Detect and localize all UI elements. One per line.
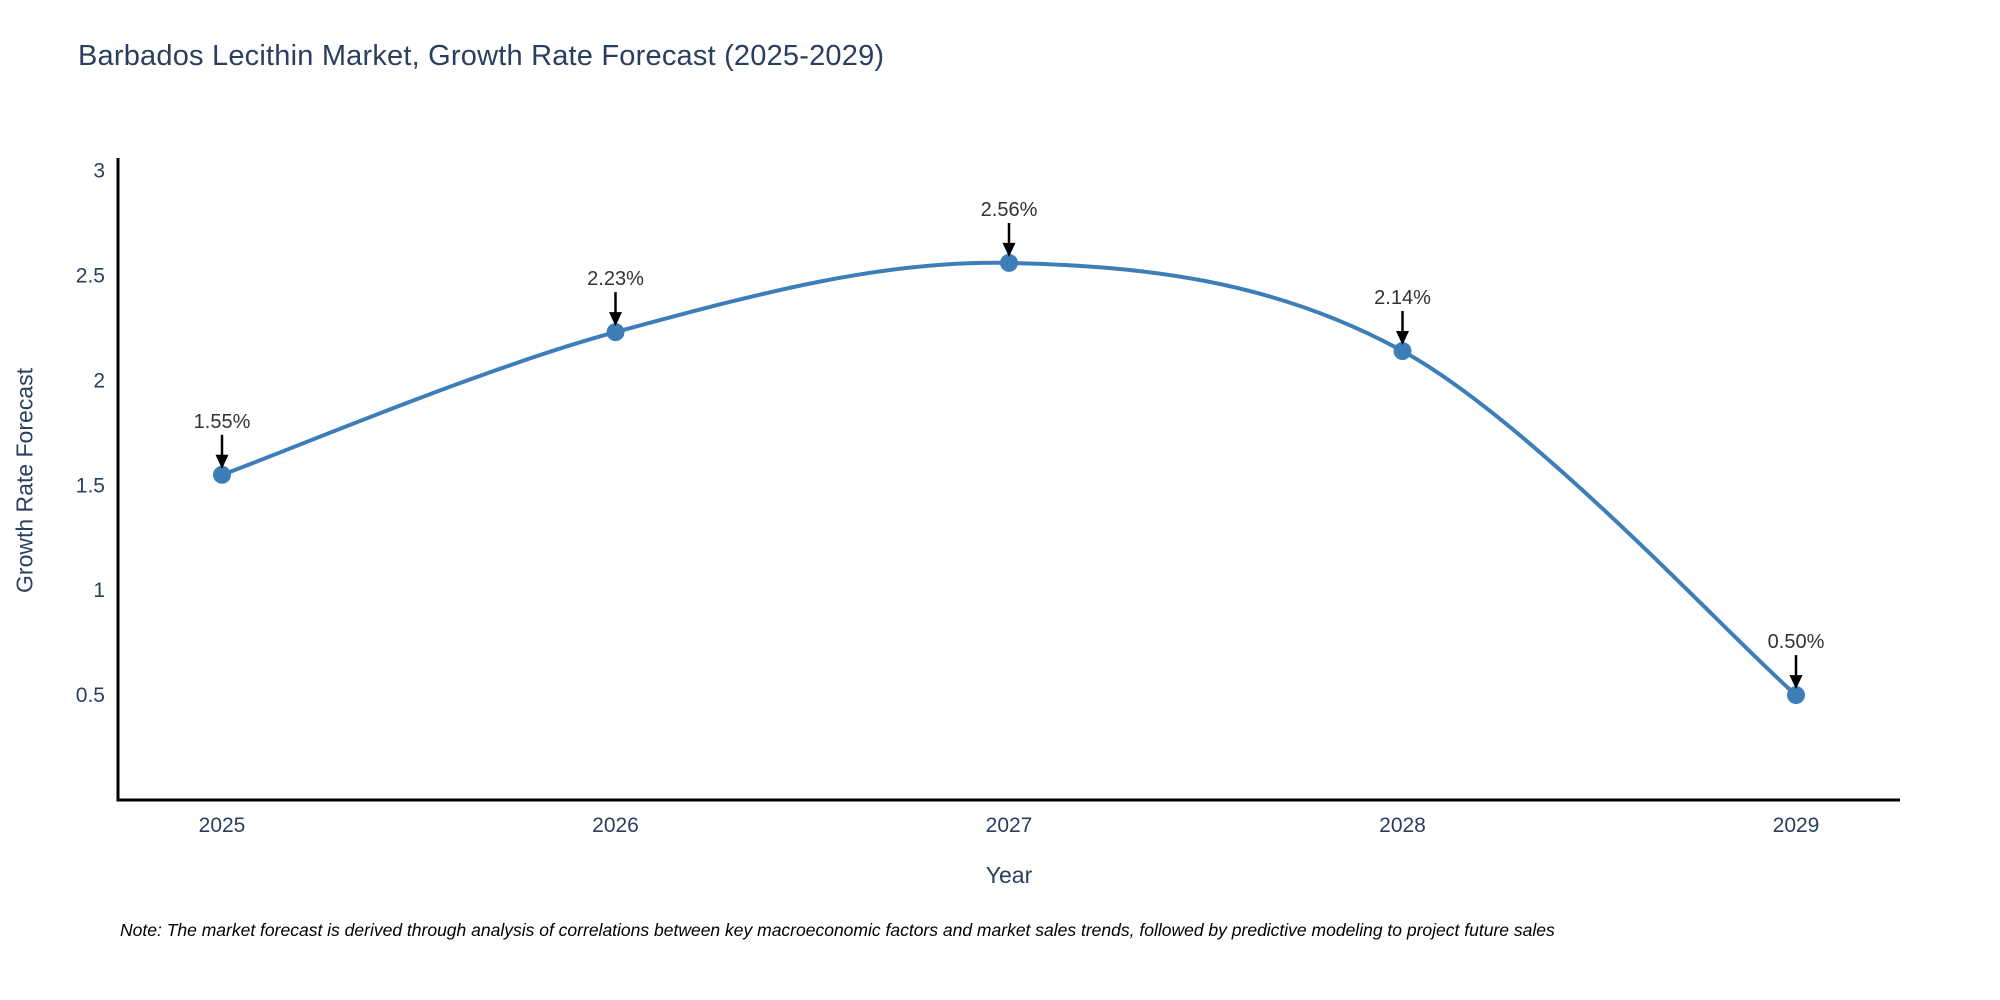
annotation-arrowhead [215,454,229,469]
annotation-arrowhead [609,312,622,327]
annotation-arrowhead [1789,675,1803,690]
x-tick-label: 2029 [1773,814,1820,837]
y-tick-label: 2.5 [76,264,105,287]
data-point [1000,253,1018,272]
x-tick-label: 2025 [199,814,246,837]
footnote: Note: The market forecast is derived thr… [120,920,1555,940]
x-tick-label: 2028 [1379,814,1426,837]
x-tick-label: 2026 [592,814,639,837]
x-tick-label: 2027 [986,814,1033,837]
annotation-label: 0.50% [1768,631,1825,653]
chart-title: Barbados Lecithin Market, Growth Rate Fo… [78,40,885,72]
y-tick-label: 1 [93,579,105,602]
data-point [1393,342,1412,361]
y-tick-label: 1.5 [76,474,105,497]
y-tick-label: 0.5 [76,684,105,707]
data-point [213,465,231,484]
annotation-arrowhead [1396,331,1409,346]
data-point [606,323,625,342]
annotation-arrowhead [1002,242,1016,257]
x-axis-title: Year [985,862,1033,888]
annotation-label: 2.23% [587,268,644,290]
y-tick-label: 3 [93,160,105,183]
annotation-label: 2.14% [1374,287,1431,309]
data-point [1787,686,1805,705]
annotation-label: 1.55% [194,411,251,433]
y-tick-label: 2 [93,369,105,392]
annotation-label: 2.56% [981,199,1038,221]
forecast-line [220,260,1798,698]
